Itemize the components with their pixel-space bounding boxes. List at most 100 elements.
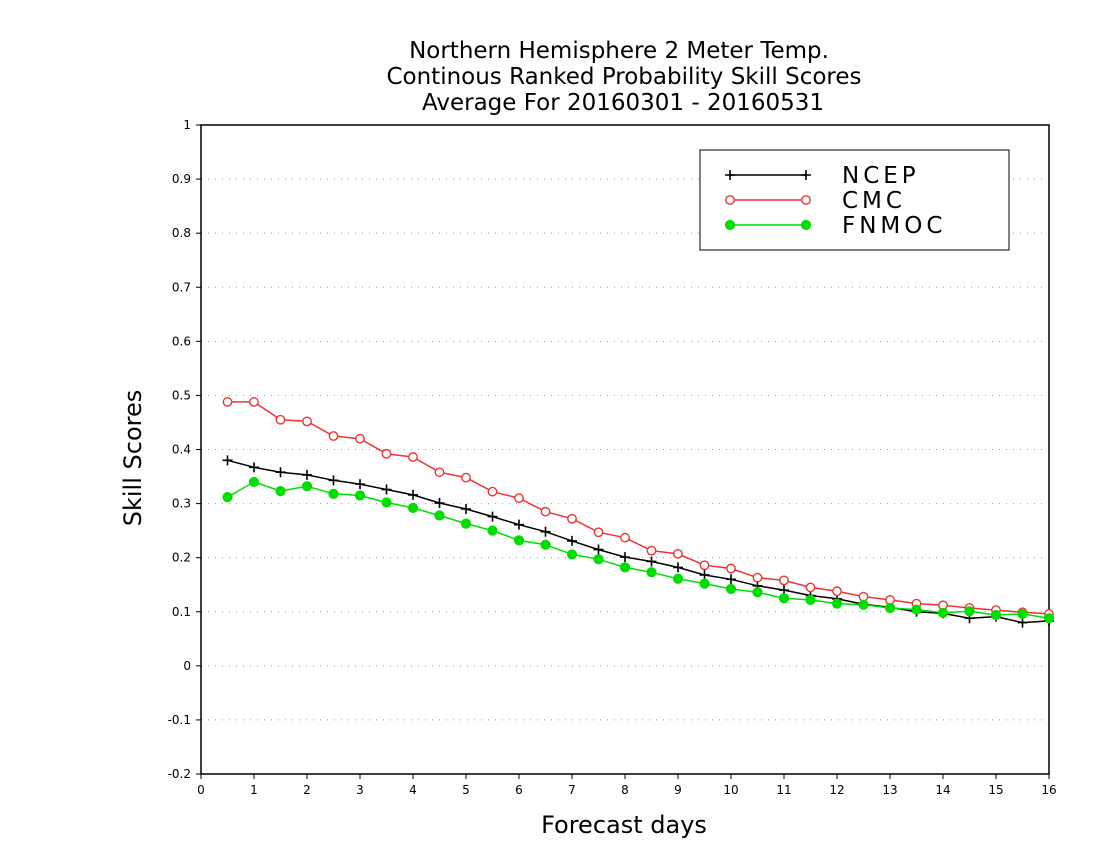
y-tick-label: 0.6 [172,334,191,348]
x-tick-label: 5 [462,783,470,797]
x-tick-label: 1 [250,783,258,797]
data-point-ncep [461,503,471,514]
data-point-ncep [302,469,312,480]
data-point-fnmoc [1017,608,1028,620]
data-point-cmc [222,397,233,407]
data-point-cmc [487,486,498,497]
data-point-fnmoc [937,607,949,618]
data-point-cmc [779,575,789,586]
data-point-cmc [275,414,286,425]
data-point-fnmoc [354,490,366,501]
data-point-fnmoc [805,594,816,605]
x-tick-label: 10 [723,783,738,797]
data-point-cmc [514,493,524,504]
data-series [222,397,1055,628]
x-tick-label: 4 [409,783,417,797]
data-point-fnmoc [275,486,286,497]
data-point-fnmoc [646,567,657,578]
x-tick-label: 2 [303,783,311,797]
legend-marker-ncep [801,170,811,180]
data-point-fnmoc [964,606,975,617]
data-point-ncep [408,489,418,500]
data-point-fnmoc [301,481,313,492]
y-tick-label: -0.2 [168,767,191,781]
data-point-cmc [540,506,551,517]
data-point-ncep [646,556,657,567]
chart-title-line-3: Average For 20160301 - 20160531 [422,90,824,116]
data-point-ncep [275,467,286,478]
series-line-fnmoc [227,481,1050,619]
data-point-fnmoc [752,587,763,598]
data-point-cmc [858,591,869,602]
data-point-ncep [514,519,524,530]
data-point-fnmoc [328,488,339,499]
x-axis-label: Forecast days [541,811,707,839]
data-point-fnmoc [858,599,869,610]
x-tick-label: 3 [356,783,364,797]
series-cmc [222,397,1054,619]
data-point-cmc [699,560,710,571]
data-point-fnmoc [487,525,498,536]
data-point-fnmoc [778,593,790,604]
data-point-fnmoc [1043,613,1055,624]
chart-title: Northern Hemisphere 2 Meter Temp. Contin… [386,38,861,116]
x-tick-label: 16 [1041,783,1056,797]
series-line-ncep [227,459,1050,624]
data-point-ncep [487,511,498,522]
data-point-ncep [222,455,233,466]
x-tick-label: 9 [674,783,682,797]
y-tick-label: 0.3 [172,497,191,511]
data-point-fnmoc [407,502,419,514]
series-line-cmc [227,401,1050,615]
y-axis-label: Skill Scores [119,390,147,527]
y-tick-label: 0 [183,659,191,673]
data-point-fnmoc [460,518,472,529]
series-fnmoc [222,476,1055,624]
data-point-cmc [408,452,418,462]
y-tick-label: 0.8 [172,226,191,240]
data-point-fnmoc [911,604,922,615]
data-point-cmc [461,472,471,483]
y-tick-label: 1 [183,118,191,132]
x-tick-label: 6 [515,783,523,797]
data-point-cmc [832,586,842,597]
axes: -0.2-0.100.10.20.30.40.50.60.70.80.910 1 2… [168,118,1057,797]
data-point-fnmoc [381,497,392,508]
data-point-ncep [434,498,445,509]
data-point-cmc [355,433,365,444]
legend-marker-cmc [801,195,811,205]
data-point-cmc [593,527,604,538]
y-tick-label: -0.1 [168,713,191,727]
legend-entry-cmc: CMC [725,188,906,214]
legend-marker-fnmoc [724,219,736,231]
grid-lines [201,178,1049,721]
data-point-ncep [726,574,736,585]
y-tick-label: 0.4 [172,443,191,457]
data-point-fnmoc [619,562,631,573]
y-tick-label: 0.2 [172,551,191,565]
data-point-fnmoc [990,609,1002,621]
x-tick-label: 7 [568,783,576,797]
data-point-cmc [249,397,259,407]
data-point-ncep [593,544,604,555]
x-tick-label: 15 [988,783,1003,797]
x-tick-label: 12 [829,783,844,797]
y-tick-label: 0.7 [172,280,191,294]
x-tick-label: 14 [935,783,950,797]
data-point-fnmoc [672,573,684,584]
data-point-ncep [540,526,551,537]
data-point-cmc [726,563,736,574]
data-point-fnmoc [434,510,445,521]
data-point-ncep [249,462,259,473]
y-tick-label: 0.9 [172,172,191,186]
legend-label-fnmoc: FNMOC [842,213,946,239]
data-point-fnmoc [566,549,578,560]
chart-title-line-2: Continous Ranked Probability Skill Score… [386,64,861,90]
legend-marker-ncep [725,170,735,180]
legend-label-ncep: NCEP [842,163,920,189]
data-point-cmc [328,431,339,441]
legend-label-cmc: CMC [842,188,906,214]
legend-entry-ncep: NCEP [725,163,920,189]
